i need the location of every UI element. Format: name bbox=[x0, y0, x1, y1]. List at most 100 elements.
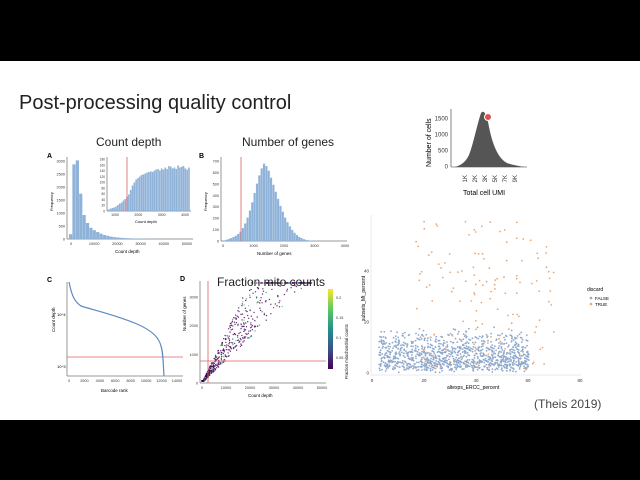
panel-d-point bbox=[218, 356, 220, 358]
ercc-point-false bbox=[433, 364, 436, 367]
panel-a-inset-bar bbox=[162, 169, 165, 211]
ercc-point-false bbox=[427, 342, 429, 345]
panel-c-letter: C bbox=[47, 277, 52, 284]
ercc-point-false bbox=[380, 362, 382, 365]
ercc-point-false bbox=[421, 347, 423, 350]
panel-d-point bbox=[231, 342, 234, 344]
ercc-point-false bbox=[389, 345, 391, 348]
ercc-point-true bbox=[515, 274, 518, 277]
count-depth-title: Count depth bbox=[96, 135, 162, 149]
panel-a-inset-xtick: 3000 bbox=[158, 213, 166, 217]
ercc-point-false bbox=[518, 354, 521, 357]
panel-b-letter: B bbox=[199, 153, 204, 160]
panel-b-bar bbox=[260, 168, 263, 241]
ercc-point-false bbox=[387, 359, 390, 362]
ercc-point-true bbox=[427, 254, 430, 256]
ercc-point-false bbox=[438, 351, 441, 353]
ercc-point-false bbox=[378, 346, 380, 349]
ercc-point-true bbox=[522, 354, 524, 357]
ercc-point-false bbox=[473, 364, 476, 367]
ercc-point-false bbox=[462, 333, 465, 335]
ercc-point-false bbox=[402, 352, 405, 355]
ercc-point-false bbox=[432, 348, 435, 351]
ercc-scatter: subsets_Mt_percent 0 20 40 0 20 40 60 80 altex… bbox=[361, 215, 609, 391]
ercc-point-true bbox=[536, 252, 539, 255]
ercc-point-false bbox=[398, 339, 400, 342]
ercc-point-false bbox=[434, 354, 437, 356]
ercc-point-false bbox=[397, 347, 399, 350]
panel-d-point bbox=[226, 335, 228, 337]
ercc-point-false bbox=[415, 366, 418, 369]
ercc-point-false bbox=[441, 349, 443, 352]
ercc-point-false bbox=[426, 337, 429, 340]
ercc-point-false bbox=[408, 333, 411, 336]
ercc-point-false bbox=[432, 356, 435, 358]
panel-d-point bbox=[222, 361, 225, 363]
ercc-point-true bbox=[522, 238, 525, 240]
panel-a-bar bbox=[92, 230, 96, 239]
panel-d-ytick: 3000 bbox=[190, 296, 198, 300]
ercc-point-true bbox=[443, 342, 446, 344]
ercc-point-true bbox=[475, 328, 477, 331]
panel-b-bar bbox=[246, 217, 249, 241]
ercc-point-false bbox=[404, 331, 406, 334]
panel-d-point bbox=[249, 330, 252, 332]
ercc-point-false bbox=[482, 352, 485, 355]
ercc-point-false bbox=[497, 364, 499, 367]
ercc-point-false bbox=[435, 357, 438, 360]
ercc-point-false bbox=[418, 328, 421, 330]
panel-d-point bbox=[290, 287, 292, 289]
panel-b-bar bbox=[270, 177, 273, 241]
ercc-point-true bbox=[464, 220, 467, 223]
panel-d-point bbox=[237, 310, 239, 312]
ercc-point-false bbox=[412, 359, 415, 362]
ercc-point-false bbox=[499, 334, 501, 337]
ercc-point-true bbox=[424, 366, 427, 368]
ercc-point-true bbox=[552, 271, 555, 274]
panel-d-point bbox=[295, 285, 298, 288]
ercc-point-false bbox=[525, 360, 528, 363]
ercc-point-false bbox=[381, 353, 384, 355]
panel-d-point bbox=[229, 326, 231, 329]
ercc-point-false bbox=[472, 367, 474, 370]
ercc-point-false bbox=[494, 345, 496, 348]
ercc-point-false bbox=[520, 337, 523, 339]
panel-d-point bbox=[294, 285, 296, 287]
ercc-point-false bbox=[423, 348, 426, 350]
panel-d-point bbox=[281, 282, 284, 284]
ercc-point-true bbox=[419, 273, 421, 275]
ercc-point-false bbox=[526, 363, 529, 366]
panel-d-point bbox=[243, 304, 245, 306]
ercc-point-false bbox=[417, 368, 420, 371]
ercc-point-false bbox=[459, 347, 462, 350]
panel-b-bar bbox=[300, 238, 303, 241]
panel-a-bar bbox=[79, 193, 83, 239]
panel-d-point bbox=[217, 350, 219, 352]
panel-d-point bbox=[245, 298, 248, 300]
ercc-point-false bbox=[397, 352, 400, 355]
panel-b-bar bbox=[244, 223, 247, 241]
panel-d-point bbox=[264, 282, 266, 284]
panel-a-inset-bar bbox=[169, 166, 172, 211]
panel-d-point bbox=[225, 346, 228, 348]
ercc-point-false bbox=[468, 354, 471, 357]
ercc-point-true bbox=[521, 259, 523, 262]
ercc-point-false bbox=[471, 341, 474, 344]
ercc-point-false bbox=[456, 341, 459, 344]
ercc-point-false bbox=[421, 333, 424, 336]
ercc-point-true bbox=[462, 320, 464, 323]
ercc-point-false bbox=[466, 341, 468, 343]
panel-d-point bbox=[247, 337, 249, 339]
panel-d-point bbox=[215, 364, 217, 367]
ercc-point-false bbox=[503, 342, 506, 345]
ercc-point-false bbox=[490, 332, 492, 335]
panel-d-point bbox=[214, 369, 217, 371]
ercc-xtick: 20 bbox=[421, 378, 427, 383]
panel-d-point bbox=[238, 310, 240, 313]
ercc-point-true bbox=[458, 338, 461, 341]
panel-d-point bbox=[230, 348, 233, 350]
panel-d-point bbox=[256, 286, 259, 289]
panel-a-xtick: 50000 bbox=[182, 242, 193, 246]
ercc-point-true bbox=[427, 362, 430, 364]
